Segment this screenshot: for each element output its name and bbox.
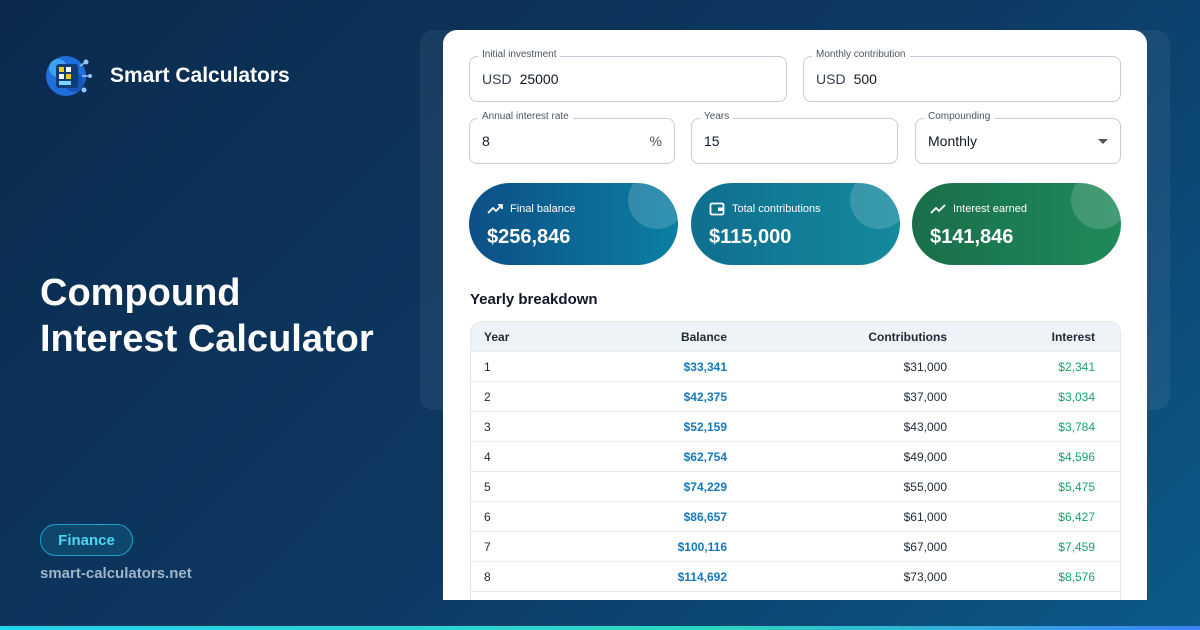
table-row: 5 $74,229 $55,000 $5,475 [471, 472, 1120, 502]
decorative-circle [850, 183, 900, 229]
table-body: 1 $33,341 $31,000 $2,341 2 $42,375 $37,000 $3,0… [471, 352, 1120, 592]
interest-earned-value: $141,846 [930, 226, 1014, 248]
cell-year: 8 [484, 569, 491, 584]
initial-investment-value: 25000 [519, 71, 559, 87]
breakdown-table: Year Balance Contributions Interest 1 $33… [470, 321, 1121, 600]
table-row: 7 $100,116 $67,000 $7,459 [471, 532, 1120, 562]
cell-interest: $5,475 [1058, 479, 1095, 494]
category-badge[interactable]: Finance [40, 524, 133, 556]
currency-prefix: USD [482, 71, 512, 87]
site-url[interactable]: smart-calculators.net [40, 565, 192, 582]
initial-investment-label: Initial investment [478, 49, 561, 60]
annual-rate-field[interactable]: Annual interest rate 8 % [469, 111, 675, 164]
table-row: 6 $86,657 $61,000 $6,427 [471, 502, 1120, 532]
wallet-icon [709, 202, 725, 216]
compounding-label: Compounding [924, 111, 995, 122]
trending-up-icon [930, 204, 946, 214]
years-value: 15 [704, 133, 720, 149]
total-contributions-value: $115,000 [709, 226, 792, 248]
cell-contributions: $73,000 [903, 569, 947, 584]
cell-year: 4 [484, 449, 491, 464]
page-title: Compound Interest Calculator [40, 270, 420, 362]
monthly-contribution-value: 500 [853, 71, 877, 87]
cell-interest: $7,459 [1058, 539, 1095, 554]
chevron-down-icon[interactable] [1098, 138, 1108, 144]
cell-balance: $62,754 [683, 449, 727, 464]
column-header-balance[interactable]: Balance [680, 329, 727, 344]
table-row: 3 $52,159 $43,000 $3,784 [471, 412, 1120, 442]
calculator-logo-icon [46, 56, 92, 96]
cell-year: 1 [484, 359, 491, 374]
cell-contributions: $49,000 [903, 449, 947, 464]
table-header-row: Year Balance Contributions Interest [471, 322, 1120, 352]
column-header-year[interactable]: Year [484, 329, 510, 344]
cell-contributions: $67,000 [903, 539, 947, 554]
brand-name: Smart Calculators [110, 64, 290, 87]
calculator-panel: Initial investment USD 25000 Monthly con… [443, 30, 1147, 600]
cell-year: 5 [484, 479, 491, 494]
annual-rate-value: 8 [482, 133, 490, 149]
interest-earned-label: Interest earned [953, 203, 1027, 215]
cell-interest: $3,784 [1058, 419, 1095, 434]
monthly-contribution-label: Monthly contribution [812, 49, 910, 60]
final-balance-label: Final balance [510, 203, 576, 215]
cell-year: 2 [484, 389, 491, 404]
cell-balance: $33,341 [683, 359, 727, 374]
trending-up-icon [487, 204, 503, 214]
cell-contributions: $55,000 [903, 479, 947, 494]
final-balance-value: $256,846 [487, 226, 571, 248]
cell-balance: $42,375 [683, 389, 727, 404]
interest-earned-card: Interest earned $141,846 [912, 183, 1121, 265]
years-label: Years [700, 111, 734, 122]
page-title-line-1: Compound [40, 272, 241, 314]
percent-suffix: % [649, 133, 662, 149]
cell-year: 3 [484, 419, 491, 434]
brand[interactable]: Smart Calculators [40, 52, 290, 100]
cell-interest: $3,034 [1058, 389, 1095, 404]
cell-balance: $52,159 [683, 419, 727, 434]
currency-prefix: USD [816, 71, 846, 87]
cell-interest: $4,596 [1058, 449, 1095, 464]
bottom-accent-bar [0, 626, 1200, 630]
cell-contributions: $31,000 [903, 359, 947, 374]
years-field[interactable]: Years 15 [691, 111, 898, 164]
compounding-select[interactable]: Compounding Monthly [915, 111, 1121, 164]
total-contributions-label: Total contributions [732, 203, 821, 215]
compounding-value: Monthly [928, 133, 978, 149]
cell-interest: $6,427 [1058, 509, 1095, 524]
final-balance-card: Final balance $256,846 [469, 183, 678, 265]
table-row: 4 $62,754 $49,000 $4,596 [471, 442, 1120, 472]
decorative-circle [628, 183, 678, 229]
cell-interest: $8,576 [1058, 569, 1095, 584]
table-row: 1 $33,341 $31,000 $2,341 [471, 352, 1120, 382]
cell-balance: $74,229 [683, 479, 727, 494]
column-header-interest[interactable]: Interest [1051, 329, 1095, 344]
cell-balance: $100,116 [677, 539, 727, 554]
decorative-circle [1071, 183, 1121, 229]
page-title-line-2: Interest Calculator [40, 318, 374, 360]
cell-contributions: $37,000 [903, 389, 947, 404]
cell-year: 7 [484, 539, 491, 554]
table-row: 2 $42,375 $37,000 $3,034 [471, 382, 1120, 412]
annual-rate-label: Annual interest rate [478, 111, 573, 122]
table-row: 8 $114,692 $73,000 $8,576 [471, 562, 1120, 592]
cell-contributions: $43,000 [903, 419, 947, 434]
cell-year: 6 [484, 509, 491, 524]
breakdown-title: Yearly breakdown [470, 291, 598, 308]
initial-investment-field[interactable]: Initial investment USD 25000 [469, 49, 787, 102]
total-contributions-card: Total contributions $115,000 [691, 183, 900, 265]
cell-balance: $114,692 [677, 569, 727, 584]
cell-balance: $86,657 [683, 509, 727, 524]
monthly-contribution-field[interactable]: Monthly contribution USD 500 [803, 49, 1121, 102]
column-header-contributions[interactable]: Contributions [868, 329, 947, 344]
cell-contributions: $61,000 [903, 509, 947, 524]
cell-interest: $2,341 [1058, 359, 1095, 374]
